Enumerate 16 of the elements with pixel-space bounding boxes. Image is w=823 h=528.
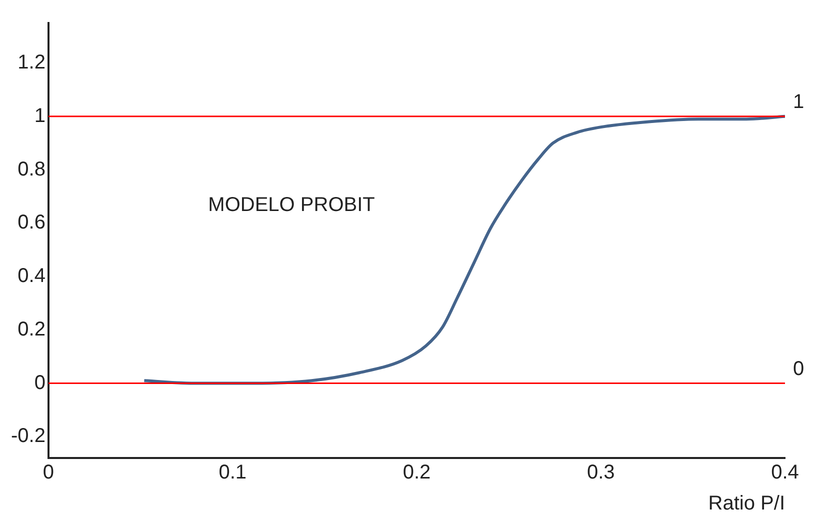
ref-line-label: 0 [793,358,804,380]
y-tick-label: 1.2 [18,52,46,74]
x-axis-title: Ratio P/I [708,492,785,515]
x-tick-label: 0.4 [771,462,799,484]
y-tick-label: 0.2 [18,318,46,340]
y-tick-label: 0.4 [18,265,46,288]
x-tick-label: 0.1 [218,462,247,484]
y-tick-label: 0.6 [18,212,46,234]
x-tick-label: 0.2 [402,462,431,484]
annotation: MODELO PROBIT [208,194,375,216]
y-tick-label: -0.2 [10,425,46,448]
y-tick-label: 1 [34,104,46,127]
y-tick-label: 0 [34,372,46,394]
x-tick-label: 0.3 [586,462,615,484]
ref-line-label: 1 [793,90,804,113]
y-tick-label: 0.8 [18,158,46,180]
